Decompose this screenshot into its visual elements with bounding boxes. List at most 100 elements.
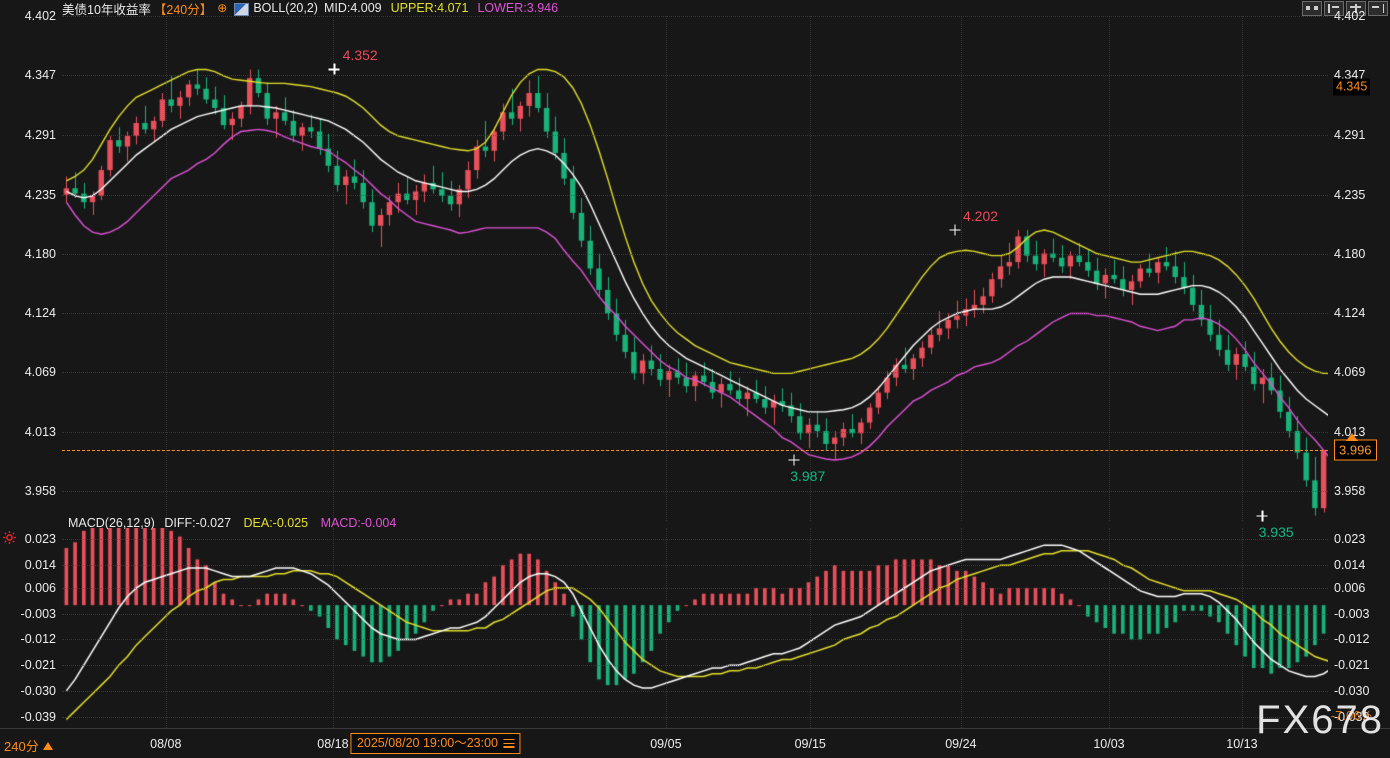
price-gridline: [62, 372, 1328, 374]
macd-gridline: [62, 588, 1328, 589]
price-gridline: [62, 253, 1328, 255]
x-axis-label: 09/15: [794, 737, 826, 751]
macd-gridline: [62, 690, 1328, 692]
watermark-sub: -7.06%: [1330, 708, 1372, 723]
macd-axis-left: 0.023 0.014 0.006 -0.003 -0.012 -0.021 -0.030 -…: [0, 528, 62, 728]
macd-name[interactable]: MACD(26,12,9): [68, 516, 155, 530]
macd-vgridline: [810, 528, 812, 728]
chart-period-label[interactable]: 【240分】: [153, 2, 213, 17]
price-tick-r: 4.235: [1334, 187, 1366, 202]
price-tick-l: 4.347: [24, 67, 56, 82]
price-chart-pane[interactable]: 4.402 4.347 4.291 4.235 4.180 4.124 4.069 4.013…: [0, 9, 1390, 540]
price-gridline: [62, 194, 1328, 196]
price-tick-l: 4.291: [24, 127, 56, 142]
price-gridline: [62, 491, 1328, 493]
price-gridline: [62, 134, 1328, 136]
price-axis-left: 4.402 4.347 4.291 4.235 4.180 4.124 4.069 4.013…: [0, 9, 62, 521]
price-vgridline: [332, 16, 334, 521]
macd-gridline: [62, 539, 1328, 541]
triangle-up-icon: [1346, 433, 1358, 442]
boll-mid-value: MID:4.009: [323, 1, 382, 15]
macd-vgridline: [1241, 528, 1243, 728]
crosshair-target-icon[interactable]: ⊕: [217, 1, 228, 15]
fit-window-icon[interactable]: [1302, 1, 1322, 16]
boll-lower-value: LOWER:3.946: [477, 1, 559, 15]
macd-vgridline: [665, 528, 667, 728]
chart-title: 美债10年收益率: [62, 2, 151, 17]
macd-diff-value: DIFF:-0.027: [164, 516, 232, 530]
session-high-tag: 4.345: [1333, 78, 1371, 96]
price-vgridline: [1241, 16, 1243, 521]
settings-sun-icon[interactable]: [3, 531, 16, 544]
boll-indicator-name[interactable]: BOLL(20,2): [253, 1, 318, 15]
annotation-marker: [788, 454, 800, 466]
triangle-up-icon: [42, 742, 53, 750]
selected-time-box[interactable]: 2025/08/20 19:00～23:00: [350, 733, 521, 754]
macd-tick-l: -0.039: [20, 709, 56, 724]
macd-vgridline: [1108, 528, 1110, 728]
price-tick-r: 4.402: [1334, 9, 1366, 23]
align-center-icon[interactable]: [1346, 1, 1366, 16]
macd-tick-r: -0.012: [1334, 632, 1370, 647]
close-reference-line: [62, 450, 1328, 452]
annotation-marker: [1256, 510, 1268, 522]
align-right-icon[interactable]: [1368, 1, 1388, 16]
macd-tick-l: -0.003: [20, 606, 56, 621]
macd-tick-l: -0.030: [20, 683, 56, 698]
price-tick-r: 4.180: [1334, 246, 1366, 261]
x-axis-label: 09/24: [945, 737, 977, 751]
macd-vgridline: [332, 528, 334, 728]
hamburger-icon[interactable]: [503, 739, 515, 748]
price-vgridline: [810, 16, 812, 521]
x-axis-label: 10/03: [1093, 737, 1125, 751]
price-vgridline: [665, 16, 667, 521]
footer-period-label: 240分: [4, 739, 39, 754]
macd-chart-pane[interactable]: MACD(26,12,9) DIFF:-0.027 DEA:-0.025 MAC…: [0, 516, 1390, 728]
boll-upper-value: UPPER:4.071: [390, 1, 469, 15]
macd-gridline: [62, 613, 1328, 615]
annotation-marker: [328, 63, 340, 75]
candlestick-canvas[interactable]: [62, 16, 1328, 521]
price-tick-l: 4.069: [24, 365, 56, 380]
x-axis-label: 08/18: [317, 737, 349, 751]
macd-tick-r: -0.039: [1334, 709, 1370, 724]
macd-tick-r: 0.014: [1334, 558, 1366, 573]
x-axis-label: 09/05: [650, 737, 682, 751]
price-tick-r: 3.958: [1334, 484, 1366, 499]
price-tick-l: 4.235: [24, 187, 56, 202]
price-gridline: [62, 313, 1328, 315]
chart-toolbar: [1302, 1, 1388, 16]
indicator-chart-icon[interactable]: [234, 2, 250, 16]
macd-tick-l: 0.023: [24, 532, 56, 547]
chart-header: 美债10年收益率 【240分】 ⊕ BOLL(20,2) MID:4.009 U…: [0, 0, 1390, 17]
price-tick-l: 4.180: [24, 246, 56, 261]
price-vgridline: [165, 16, 167, 521]
price-gridline: [62, 74, 1328, 76]
footer-period-button[interactable]: 240分: [4, 736, 53, 755]
macd-plot-area[interactable]: [62, 528, 1328, 728]
low-annotation: 3.987: [790, 468, 826, 484]
align-left-icon[interactable]: [1324, 1, 1344, 16]
high-annotation: 4.202: [962, 207, 999, 224]
macd-macd-value: MACD:-0.004: [320, 516, 397, 530]
price-tick-l: 3.958: [24, 484, 56, 499]
price-vgridline: [960, 16, 962, 521]
price-tick-r: 4.124: [1334, 306, 1366, 321]
price-tick-l: 4.124: [24, 306, 56, 321]
macd-tick-l: 0.014: [24, 558, 56, 573]
price-tick-l: 4.402: [24, 9, 56, 23]
close-price-tag[interactable]: 3.996: [1334, 439, 1377, 461]
price-tick-r: 4.291: [1334, 127, 1366, 142]
macd-tick-r: -0.030: [1334, 683, 1370, 698]
macd-canvas[interactable]: [62, 528, 1328, 728]
macd-header: MACD(26,12,9) DIFF:-0.027 DEA:-0.025 MAC…: [68, 516, 396, 530]
price-gridline: [62, 432, 1328, 434]
price-tick-r: 4.347: [1334, 67, 1366, 82]
macd-gridline: [62, 716, 1328, 718]
macd-gridline: [62, 565, 1328, 567]
macd-tick-r: -0.003: [1334, 606, 1370, 621]
chart-footer: 240分 08/08 08/18 09/05 09/15 09/24 10/03 10/13…: [0, 728, 1390, 758]
macd-tick-r: 0.006: [1334, 581, 1366, 595]
x-axis-label: 08/08: [150, 737, 182, 751]
